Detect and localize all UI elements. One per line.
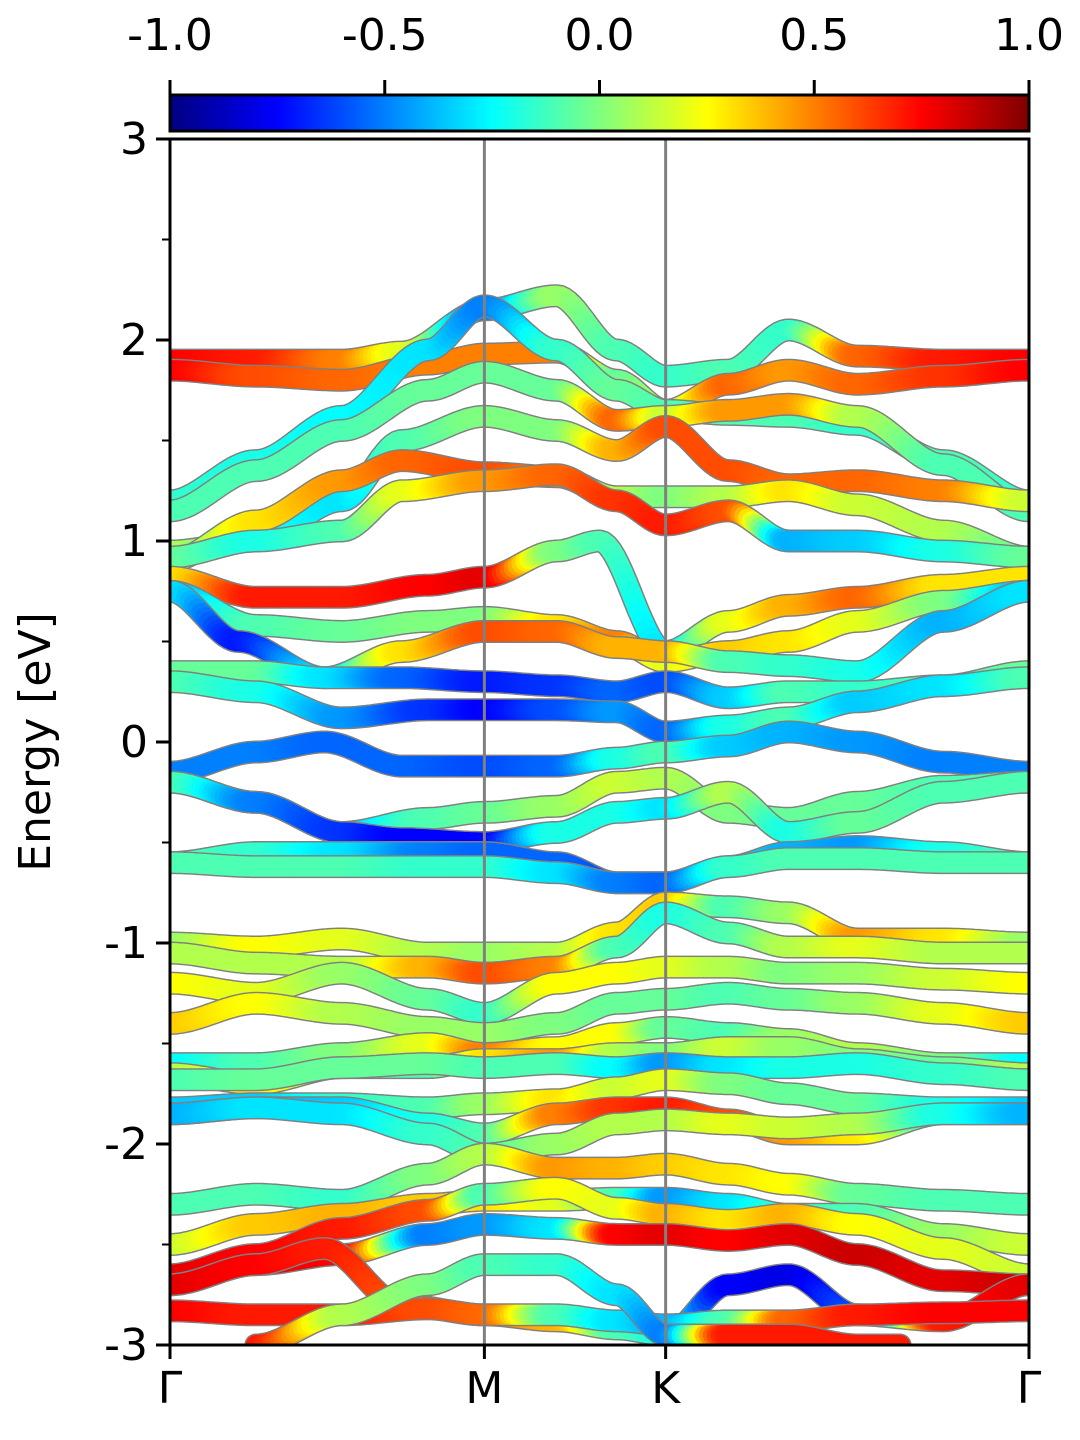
band-line bbox=[170, 901, 1029, 985]
band-line bbox=[170, 981, 1029, 1045]
colorbar-tick-label: -0.5 bbox=[342, 10, 428, 61]
colorbar-tick-label: -1.0 bbox=[127, 10, 213, 61]
band-line bbox=[170, 529, 1029, 663]
bands bbox=[170, 284, 1029, 1345]
colorbar: -1.0 -0.5 0.0 0.5 1.0 bbox=[127, 10, 1064, 133]
colorbar-tick-label: 1.0 bbox=[994, 10, 1064, 61]
colorbar-tick-label: 0.0 bbox=[565, 10, 635, 61]
band-line bbox=[170, 770, 1029, 854]
colorbar-tick-label: 0.5 bbox=[779, 10, 849, 61]
band-line bbox=[170, 463, 1029, 569]
band-line bbox=[170, 847, 1029, 895]
colorbar-gradient bbox=[168, 93, 1031, 133]
colorbar-ticks: -1.0 -0.5 0.0 0.5 1.0 bbox=[127, 10, 1064, 95]
band-line bbox=[170, 579, 1029, 690]
band-line bbox=[170, 666, 1029, 744]
band-line bbox=[170, 720, 1029, 784]
